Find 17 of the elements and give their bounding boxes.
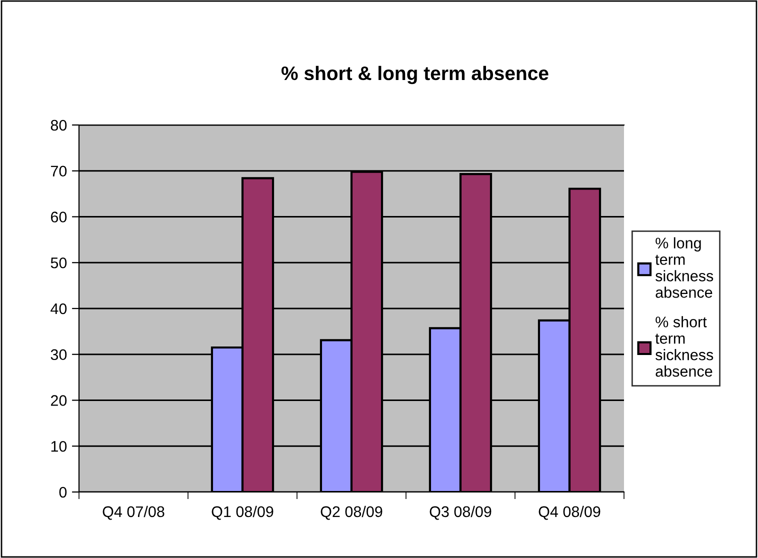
y-tick-label: 50	[50, 257, 67, 268]
legend-label: % long term sickness absence	[655, 237, 714, 298]
y-tick-label: 60	[50, 212, 67, 222]
x-tick-label: Q4 08/09	[538, 506, 600, 520]
x-tick-label: Q3 08/09	[430, 506, 492, 520]
x-tick-label: Q2 08/09	[320, 506, 382, 520]
x-tick-label: Q1 08/09	[212, 506, 274, 520]
y-tick-label: 70	[50, 166, 67, 177]
legend-label: % short term sickness absence	[655, 316, 714, 377]
y-tick-label: 10	[51, 440, 67, 452]
y-tick-label: 80	[50, 120, 67, 131]
x-tick-label: Q4 07/08	[102, 506, 164, 520]
chart-title: % short & long term absence	[282, 66, 548, 84]
y-tick-label: 20	[50, 395, 67, 406]
y-tick-label: 30	[50, 349, 67, 360]
y-tick-label: 0	[59, 486, 67, 498]
y-tick-label: 40	[50, 303, 67, 314]
